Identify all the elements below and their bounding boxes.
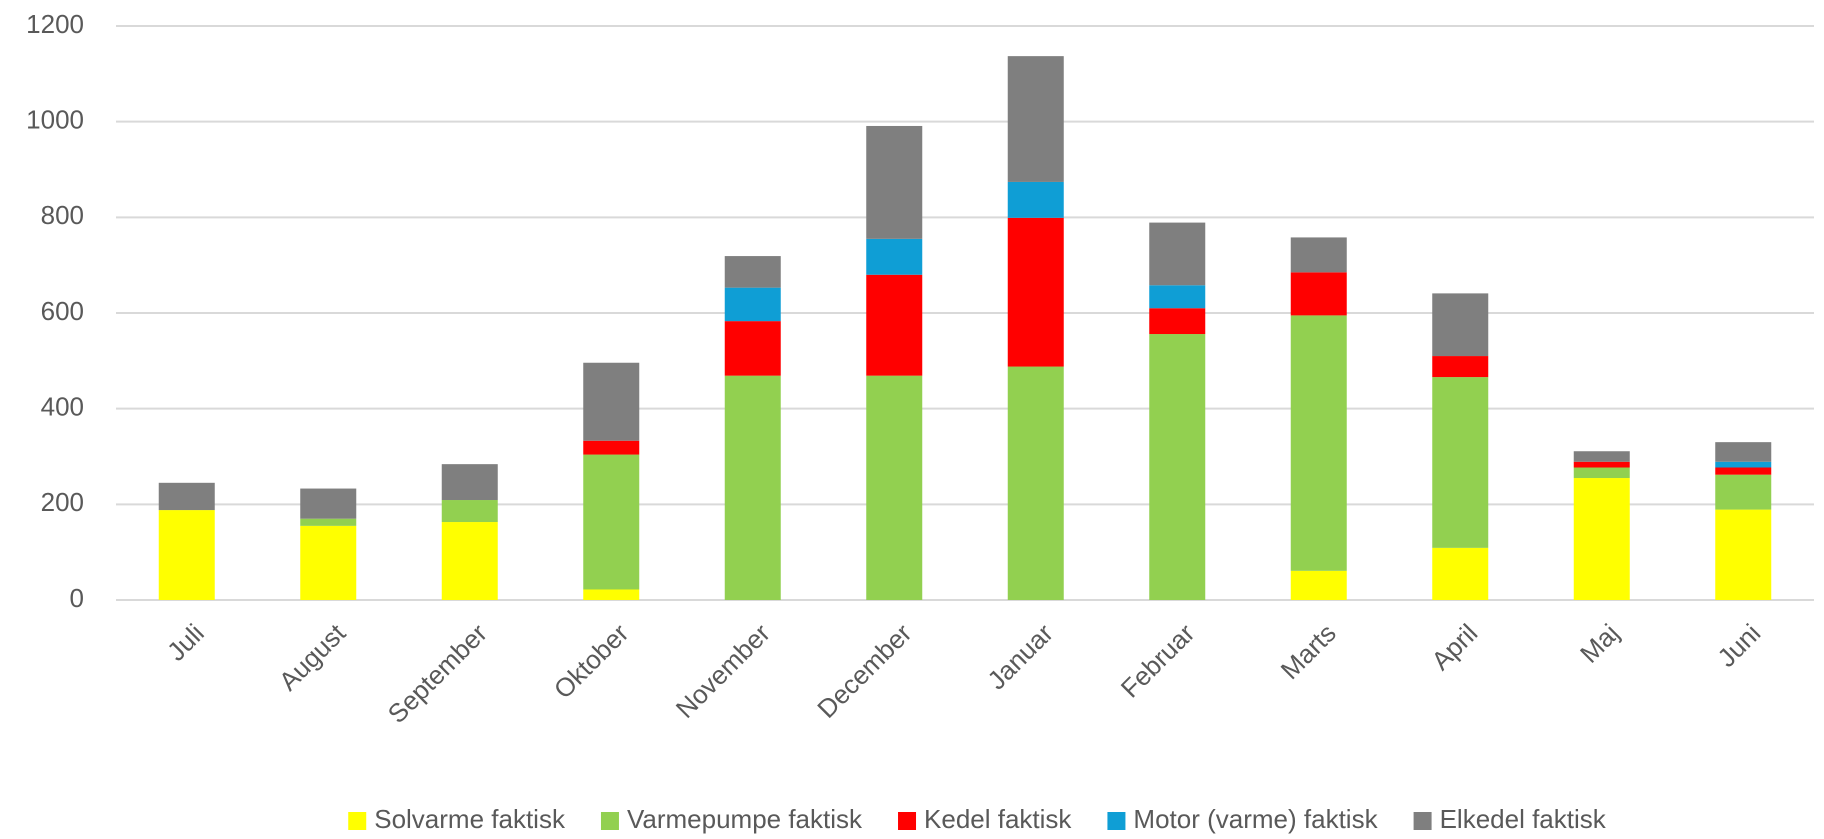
legend-label: Elkedel faktisk [1440,804,1607,834]
bar-segment [1290,272,1347,316]
bar-segment [724,256,781,288]
x-tick-label: Juli [161,618,210,667]
bar-segment [1149,308,1206,335]
bar-segment [1715,474,1772,510]
y-tick-label: 600 [41,296,84,326]
bar-segment [1573,478,1630,600]
bar-segment [866,274,923,376]
bar-segment [1007,56,1064,182]
bar-segment [1432,377,1489,548]
y-tick-label: 1000 [26,105,84,135]
bar-segment [1007,181,1064,218]
y-tick-label: 400 [41,392,84,422]
legend-swatch [1107,812,1126,830]
bar-segment [1007,217,1064,367]
bar-segment [1007,366,1064,600]
x-tick-label: April [1425,618,1483,676]
bar-segment [441,500,498,523]
bar-segment [441,464,498,501]
bar-segment [1432,547,1489,600]
bar-segment [1432,356,1489,378]
bar-segment [158,510,215,600]
x-tick-label: August [273,617,352,696]
bar-segment [300,525,357,600]
bar-segment [1573,451,1630,462]
bar-segment [300,488,357,519]
bar-segment [724,321,781,376]
bar-segment [583,362,640,441]
legend-label: Kedel faktisk [924,804,1072,834]
y-tick-label: 200 [41,487,84,517]
bar-segment [1715,467,1772,475]
x-tick-label: Januar [981,618,1059,696]
x-tick-label: December [811,618,917,724]
bar-segment [1290,315,1347,571]
x-tick-label: Marts [1275,618,1342,685]
legend-swatch [600,812,619,830]
bar-segment [1149,222,1206,286]
bar-segment [1149,334,1206,600]
legend-label: Solvarme faktisk [374,804,566,834]
bar-segment [1715,509,1772,600]
legend-swatch [898,812,917,830]
bar-segment [583,440,640,455]
legend-swatch [1413,812,1432,830]
bar-segment [1573,467,1630,479]
bar-segment [1290,570,1347,600]
legend-label: Varmepumpe faktisk [627,804,863,834]
x-tick-label: Oktober [548,618,635,705]
bar-segment [158,482,215,511]
x-tick-label: September [382,618,493,729]
bar-segment [1573,461,1630,468]
legend: Solvarme faktisk Varmepumpe faktisk Kedel … [348,804,1607,834]
bar-segment [583,589,640,600]
bar-segment [1715,461,1772,468]
bar-segment [300,518,357,526]
bar-segment [1715,442,1772,462]
x-tick-label: November [670,618,776,724]
bar-segment [866,238,923,275]
x-tick-label: Februar [1115,618,1201,704]
bar-segment [1290,237,1347,273]
bar-segment [866,375,923,600]
bar-segment [866,125,923,239]
x-tick-label: Juni [1711,618,1766,673]
y-tick-label: 1200 [26,9,84,39]
bar-segment [724,287,781,322]
x-tick-label: Maj [1574,618,1625,669]
legend-swatch [348,812,367,830]
legend-label: Motor (varme) faktisk [1133,804,1378,834]
bar-segment [724,375,781,600]
y-tick-label: 800 [41,200,84,230]
bar-segment [1432,293,1489,357]
bar-segment [1149,285,1206,309]
bar-segment [583,454,640,590]
y-tick-label: 0 [70,583,84,613]
bar-segment [441,522,498,600]
